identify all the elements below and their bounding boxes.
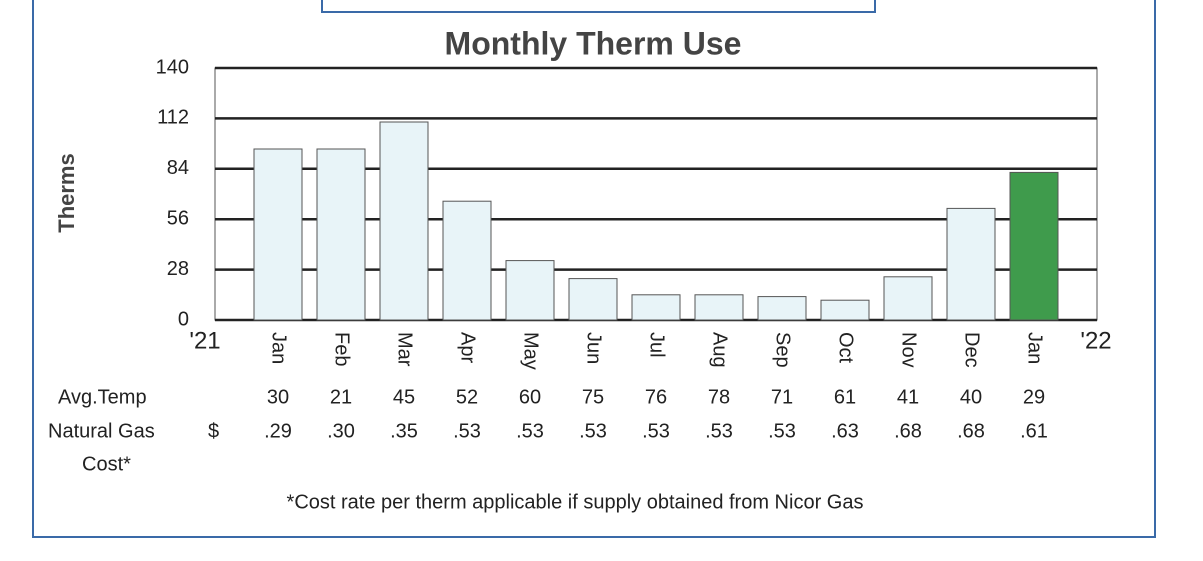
y-tick-label: 0 [178,308,189,330]
cost-value: .53 [642,420,670,442]
bar [820,299,870,321]
temp-value: 75 [582,386,604,408]
y-tick-label: 140 [156,56,189,78]
x-tick-label: May [520,332,542,370]
temp-value: 78 [708,386,730,408]
x-tick-label: Jan [1024,332,1046,364]
bar [883,276,933,321]
currency-symbol: $ [208,420,219,442]
cost-value: .29 [264,420,292,442]
year-label: '21 [189,327,220,354]
y-tick-label: 28 [167,258,189,280]
bar [757,296,807,321]
cost-value: .53 [768,420,796,442]
cost-value: .68 [957,420,985,442]
x-tick-label: Jan [268,332,290,364]
x-tick-label: Aug [709,332,731,368]
temp-value: 40 [960,386,982,408]
header-box [321,0,876,13]
x-tick-label: Sep [772,332,794,368]
temp-value: 71 [771,386,793,408]
temp-value: 52 [456,386,478,408]
temp-value: 21 [330,386,352,408]
bar [946,207,996,321]
year-label: '22 [1080,327,1111,354]
cost-value: .53 [579,420,607,442]
temp-value: 60 [519,386,541,408]
x-tick-label: Jul [646,332,668,358]
cost-value: .61 [1020,420,1048,442]
bar [379,121,429,321]
temp-value: 30 [267,386,289,408]
cost-value: .30 [327,420,355,442]
bar [694,294,744,321]
cost-value: .63 [831,420,859,442]
cost-value: .35 [390,420,418,442]
x-tick-label: Feb [331,332,353,366]
row-label: Natural Gas [48,420,155,442]
row-label: Cost* [82,453,131,475]
row-label: Avg.Temp [58,386,147,408]
x-tick-label: Apr [457,332,479,363]
bar [1009,171,1059,321]
bar [631,294,681,321]
temp-value: 41 [897,386,919,408]
temp-value: 76 [645,386,667,408]
bar [442,200,492,321]
y-tick-label: 84 [167,157,189,179]
bar [505,260,555,321]
bar [316,148,366,321]
y-axis-label: Therms [54,153,79,232]
x-tick-label: Nov [898,332,920,368]
x-tick-label: Oct [835,332,857,364]
bar [568,278,618,321]
y-tick-label: 56 [167,207,189,229]
x-tick-label: Dec [961,332,983,368]
cost-value: .53 [705,420,733,442]
temp-value: 29 [1023,386,1045,408]
frame [32,0,1156,538]
x-tick-label: Mar [394,332,416,367]
cost-value: .53 [453,420,481,442]
cost-value: .53 [516,420,544,442]
chart-title: Monthly Therm Use [445,25,742,61]
bar [253,148,303,321]
temp-value: 61 [834,386,856,408]
temp-value: 45 [393,386,415,408]
cost-value: .68 [894,420,922,442]
footnote: *Cost rate per therm applicable if suppl… [287,491,864,513]
y-tick-label: 112 [157,107,189,129]
x-tick-label: Jun [583,332,605,364]
